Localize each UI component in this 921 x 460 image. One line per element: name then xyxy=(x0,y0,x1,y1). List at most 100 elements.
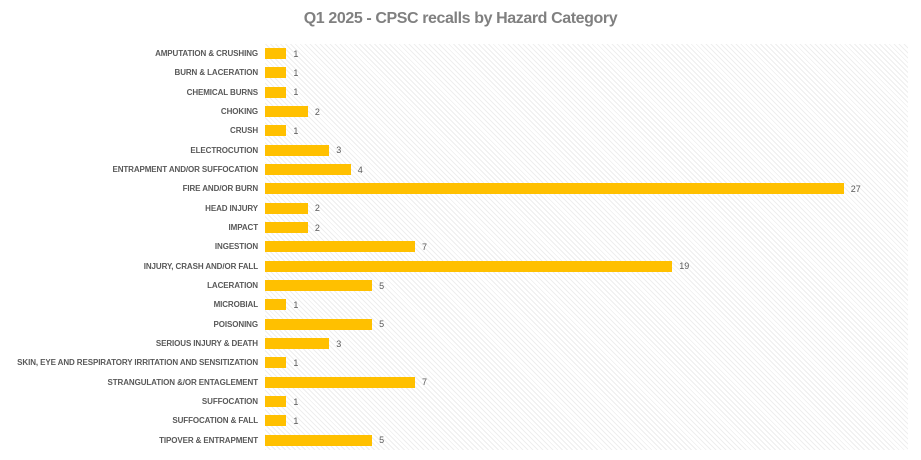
bar xyxy=(265,318,373,330)
bar-row: POISONING 5 xyxy=(0,315,908,334)
bar-row: TIPOVER & ENTRAPMENT 5 xyxy=(0,431,908,450)
bar-track: 3 xyxy=(265,334,908,353)
value-label: 3 xyxy=(336,338,342,349)
bar-track: 1 xyxy=(265,121,908,140)
value-label: 1 xyxy=(293,299,299,310)
value-label: 19 xyxy=(679,261,690,272)
bar-row: SUFFOCATION & FALL 1 xyxy=(0,411,908,430)
value-label: 7 xyxy=(422,377,428,388)
bar xyxy=(265,338,330,350)
category-label: INJURY, CRASH AND/OR FALL xyxy=(143,261,258,271)
bar-track: 2 xyxy=(265,102,908,121)
value-label: 1 xyxy=(293,67,299,78)
category-label: SUFFOCATION xyxy=(201,397,258,407)
bar-row: HEAD INJURY 2 xyxy=(0,199,908,218)
bar-track: 1 xyxy=(265,295,908,314)
bar xyxy=(265,357,287,369)
category-label: POISONING xyxy=(213,319,259,329)
bar-track: 7 xyxy=(265,373,908,392)
category-label: IMPACT xyxy=(228,223,259,233)
bar xyxy=(265,48,287,60)
bar-row: BURN & LACERATION 1 xyxy=(0,63,908,82)
category-label: ENTRAPMENT AND/OR SUFFOCATION xyxy=(112,165,258,175)
bar-row: CRUSH 1 xyxy=(0,121,908,140)
bar xyxy=(265,67,287,79)
bar xyxy=(265,164,351,176)
bar xyxy=(265,241,416,253)
bar-row: CHEMICAL BURNS 1 xyxy=(0,83,908,102)
category-label: CHEMICAL BURNS xyxy=(186,87,258,97)
value-label: 5 xyxy=(379,435,385,446)
bar xyxy=(265,86,287,98)
value-label: 27 xyxy=(850,183,861,194)
bar-rows-container: AMPUTATION & CRUSHING 1 BURN & LACERATION 1… xyxy=(0,44,908,450)
value-label: 1 xyxy=(293,48,299,59)
chart-title: Q1 2025 - CPSC recalls by Hazard Categor… xyxy=(303,10,618,27)
category-label: SUFFOCATION & FALL xyxy=(172,416,258,426)
category-label: FIRE AND/OR BURN xyxy=(182,184,259,194)
bar-row: STRANGULATION &/OR ENTAGLEMENT 7 xyxy=(0,373,908,392)
bar-row: SERIOUS INJURY & DEATH 3 xyxy=(0,334,908,353)
value-label: 7 xyxy=(422,241,428,252)
bar-row: AMPUTATION & CRUSHING 1 xyxy=(0,44,908,63)
bar xyxy=(265,106,308,118)
bar-track: 1 xyxy=(265,392,908,411)
bar-row: SUFFOCATION 1 xyxy=(0,392,908,411)
bar-track: 3 xyxy=(265,141,908,160)
bar xyxy=(265,125,287,137)
category-label: CHOKING xyxy=(220,107,258,117)
bar-track: 1 xyxy=(265,63,908,82)
bar-track: 1 xyxy=(265,411,908,430)
value-label: 3 xyxy=(336,145,342,156)
bar xyxy=(265,144,330,156)
value-label: 1 xyxy=(293,87,299,98)
bar-row: SKIN, EYE AND RESPIRATORY IRRITATION AND… xyxy=(0,353,908,372)
value-label: 4 xyxy=(357,164,363,175)
bar xyxy=(265,183,844,195)
bar-track: 5 xyxy=(265,431,908,450)
value-label: 1 xyxy=(293,415,299,426)
bar-row: ENTRAPMENT AND/OR SUFFOCATION 4 xyxy=(0,160,908,179)
bar-row: ELECTROCUTION 3 xyxy=(0,141,908,160)
bar xyxy=(265,222,308,234)
bar-track: 27 xyxy=(265,179,908,198)
bar xyxy=(265,260,673,272)
bar-row: INJURY, CRASH AND/OR FALL 19 xyxy=(0,257,908,276)
bar-track: 19 xyxy=(265,257,908,276)
bar-row: INGESTION 7 xyxy=(0,237,908,256)
bar-row: MICROBIAL 1 xyxy=(0,295,908,314)
category-label: CRUSH xyxy=(230,126,258,136)
category-label: ELECTROCUTION xyxy=(190,145,258,155)
value-label: 2 xyxy=(314,222,320,233)
category-label: TIPOVER & ENTRAPMENT xyxy=(159,435,258,445)
bar xyxy=(265,376,416,388)
bar-track: 2 xyxy=(265,218,908,237)
bar-track: 2 xyxy=(265,199,908,218)
bar-track: 5 xyxy=(265,315,908,334)
bar xyxy=(265,396,287,408)
bar-row: FIRE AND/OR BURN 27 xyxy=(0,179,908,198)
value-label: 5 xyxy=(379,280,385,291)
value-label: 2 xyxy=(314,203,320,214)
value-label: 1 xyxy=(293,396,299,407)
category-label: INGESTION xyxy=(214,242,258,252)
value-label: 2 xyxy=(314,106,320,117)
bar xyxy=(265,415,287,427)
category-label: LACERATION xyxy=(207,281,258,291)
bar-track: 1 xyxy=(265,353,908,372)
category-label: STRANGULATION &/OR ENTAGLEMENT xyxy=(107,377,259,387)
category-label: SERIOUS INJURY & DEATH xyxy=(155,339,258,349)
value-label: 1 xyxy=(293,125,299,136)
bar-row: LACERATION 5 xyxy=(0,276,908,295)
bar xyxy=(265,434,373,446)
bar-track: 1 xyxy=(265,83,908,102)
bar-row: IMPACT 2 xyxy=(0,218,908,237)
bar xyxy=(265,280,373,292)
bar-track: 5 xyxy=(265,276,908,295)
value-label: 5 xyxy=(379,319,385,330)
bar xyxy=(265,299,287,311)
category-label: AMPUTATION & CRUSHING xyxy=(155,49,258,59)
category-label: HEAD INJURY xyxy=(205,203,258,213)
bar-track: 7 xyxy=(265,237,908,256)
